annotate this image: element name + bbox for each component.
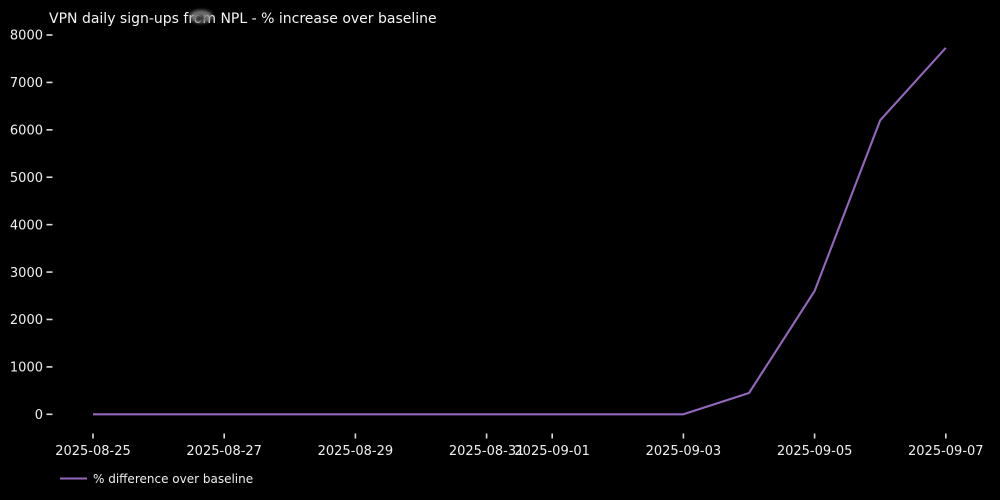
y-tick-label: 7000 bbox=[10, 76, 43, 91]
y-tick-label: 8000 bbox=[10, 29, 43, 44]
x-tick-label: 2025-08-31 bbox=[449, 444, 525, 459]
x-tick-label: 2025-09-01 bbox=[514, 444, 590, 459]
y-tick-label: 4000 bbox=[10, 218, 43, 233]
cursor-artifact bbox=[189, 10, 213, 23]
x-tick-label: 2025-08-27 bbox=[186, 444, 262, 459]
x-tick-label: 2025-08-29 bbox=[318, 444, 394, 459]
x-tick-label: 2025-09-07 bbox=[908, 444, 984, 459]
series-line bbox=[93, 47, 947, 416]
y-tick-label: 0 bbox=[35, 408, 43, 423]
legend-label: % difference over baseline bbox=[93, 472, 253, 486]
y-tick-label: 2000 bbox=[10, 313, 43, 328]
y-tick-label: 6000 bbox=[10, 124, 43, 139]
y-tick-label: 5000 bbox=[10, 171, 43, 186]
x-axis: 2025-08-25 2025-08-27 2025-08-29 2025-08-31… bbox=[55, 433, 984, 459]
x-tick-label: 2025-09-05 bbox=[777, 444, 853, 459]
x-tick-label: 2025-09-03 bbox=[646, 444, 722, 459]
y-tick-label: 1000 bbox=[10, 361, 43, 376]
legend: % difference over baseline bbox=[60, 472, 253, 486]
x-tick-label: 2025-08-25 bbox=[55, 444, 131, 459]
y-axis: 0 1000 2000 3000 4000 5000 6000 7000 8000 bbox=[10, 29, 53, 423]
chart-title: VPN daily sign-ups from NPL - % increase… bbox=[49, 11, 437, 27]
y-tick-label: 3000 bbox=[10, 266, 43, 281]
